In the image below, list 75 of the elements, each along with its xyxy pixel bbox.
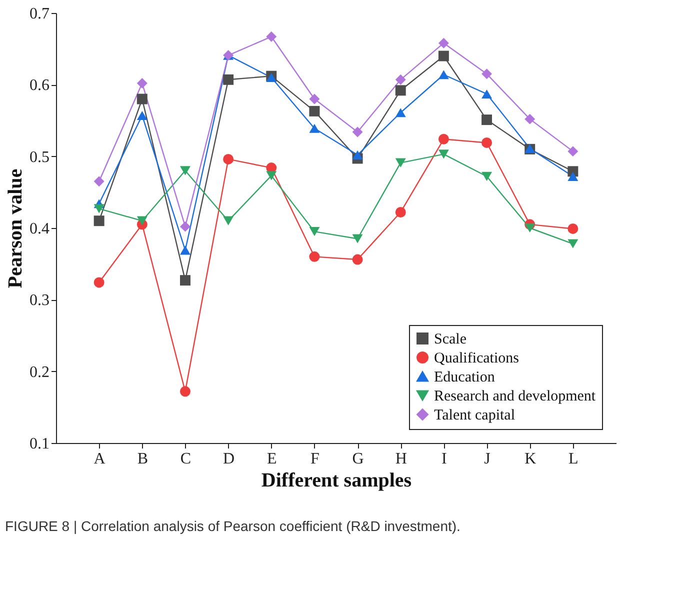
point — [438, 70, 449, 80]
point — [352, 150, 363, 160]
point — [568, 172, 578, 181]
legend-label: Education — [434, 370, 496, 386]
point — [180, 275, 190, 286]
x-tick-label: H — [395, 450, 408, 468]
legend-label: Research and development — [434, 388, 596, 404]
y-tick-label: 0.7 — [30, 6, 50, 22]
y-tick-label: 0.2 — [30, 364, 50, 381]
legend-label: Talent capital — [434, 408, 515, 424]
y-axis-title: Pearson value — [4, 168, 26, 288]
point — [309, 227, 320, 236]
point — [395, 85, 406, 96]
x-tick-label: D — [223, 450, 235, 468]
point — [438, 134, 449, 144]
point — [482, 137, 492, 148]
point — [180, 246, 190, 255]
point — [482, 89, 492, 99]
point — [266, 31, 277, 42]
x-tick-label: J — [484, 450, 490, 468]
point — [395, 158, 406, 168]
y-tick-label: 0.6 — [30, 77, 50, 94]
point — [482, 172, 492, 181]
x-tick-label: G — [352, 450, 364, 468]
point — [136, 110, 148, 120]
point — [438, 38, 449, 48]
point — [352, 126, 363, 138]
point — [352, 234, 363, 244]
point — [438, 150, 449, 159]
point — [94, 204, 104, 214]
point — [94, 216, 104, 226]
y-tick-label: 0.5 — [30, 148, 50, 166]
legend-label: Qualifications — [434, 350, 520, 366]
point — [482, 114, 492, 126]
point — [524, 223, 536, 233]
point — [309, 106, 320, 116]
point — [136, 94, 148, 104]
point — [180, 221, 190, 232]
point — [94, 176, 104, 187]
point — [568, 239, 578, 248]
point — [395, 108, 406, 118]
point — [524, 114, 536, 124]
x-tick-label: L — [568, 450, 578, 468]
point — [180, 386, 190, 397]
point — [309, 251, 320, 262]
point — [568, 223, 578, 234]
point — [309, 94, 320, 104]
point — [482, 68, 492, 80]
point — [395, 74, 406, 85]
point — [223, 74, 234, 85]
point — [395, 207, 406, 218]
y-tick-label: 0.3 — [30, 292, 50, 310]
point — [136, 216, 148, 226]
x-tick-label: E — [266, 450, 277, 468]
point — [438, 50, 449, 62]
x-tick-label: F — [310, 450, 320, 468]
point — [94, 277, 104, 288]
point — [309, 124, 320, 133]
point — [352, 254, 363, 265]
x-axis-title: Different samples — [261, 470, 412, 492]
point — [136, 78, 148, 88]
x-tick-label: A — [94, 450, 106, 468]
legend-label: Scale — [434, 332, 467, 348]
point — [223, 216, 234, 226]
x-tick-label: C — [180, 450, 192, 468]
x-tick-label: I — [442, 450, 447, 468]
point — [180, 166, 190, 176]
x-tick-label: K — [524, 450, 537, 468]
caption: FIGURE 8 | Correlation analysis of Pearson coefficient (R&D investment). — [5, 518, 460, 534]
point — [223, 154, 234, 164]
y-tick-label: 0.4 — [30, 220, 50, 238]
y-tick-label: 0.1 — [30, 436, 50, 452]
point — [266, 171, 277, 180]
x-tick-label: B — [137, 450, 148, 468]
point — [568, 146, 578, 157]
